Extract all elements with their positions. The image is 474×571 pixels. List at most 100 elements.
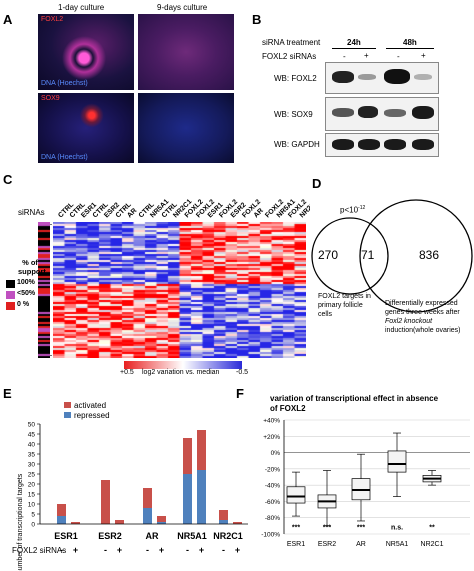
sirna-sign: - <box>222 545 225 555</box>
scale-left: +0.5 <box>120 369 134 376</box>
chart-title-line2: of FOXL2 <box>270 404 306 413</box>
group-label: NR5A1 <box>177 531 207 541</box>
group-label: ESR1 <box>54 531 78 541</box>
panel-letter-e: E <box>3 386 12 401</box>
y-tick-label: 30 <box>28 462 36 469</box>
band <box>332 139 354 150</box>
venn-left-caption: FOXL2 targets in primary follicle cells <box>318 292 371 319</box>
venn-right-caption: Differentially expressed genes three wee… <box>385 299 460 335</box>
stain-label-sox9: SOX9 <box>41 95 60 102</box>
band <box>358 139 380 150</box>
venn-left-circle <box>311 217 389 295</box>
y-tick-label: -20% <box>265 466 280 473</box>
sirna-sign: - <box>104 545 107 555</box>
y-tick-label: 20 <box>28 482 36 489</box>
category-label: NR2C1 <box>421 541 444 548</box>
dna-label-top: DNA (Hoechst) <box>41 80 88 87</box>
sirna-sign: - <box>146 545 149 555</box>
scale-mid: log2 variation vs. median <box>142 369 220 376</box>
sign-24h-plus: + <box>364 51 369 60</box>
sirna-sign: + <box>117 545 122 555</box>
bar-repressed <box>183 474 192 524</box>
y-tick-label: 5 <box>31 512 35 519</box>
sign-48h-plus: + <box>421 51 426 60</box>
y-tick-label: -100% <box>261 532 280 539</box>
p-value-exponent: -12 <box>358 205 366 211</box>
bar-activated <box>157 516 166 522</box>
significance-label: *** <box>323 524 331 531</box>
y-axis-label: number of transcriptional targets <box>17 473 24 571</box>
foxl2-sirnas-label: FOXL2 siRNAs <box>262 52 317 61</box>
y-tick-label: 0 <box>31 522 35 529</box>
sirna-treatment-label: siRNA treatment <box>262 38 321 47</box>
legend-swatch-repressed <box>64 412 71 418</box>
bar-repressed <box>219 520 228 524</box>
caption-line: genes three weeks after <box>385 309 460 316</box>
box <box>286 486 306 504</box>
support-swatch-0 <box>6 302 15 310</box>
color-scale-bar <box>124 361 242 369</box>
blot-sox9 <box>325 97 439 131</box>
venn-right-count: 836 <box>419 248 440 262</box>
band <box>332 71 354 83</box>
band <box>358 106 378 118</box>
sirna-sign: - <box>60 545 63 555</box>
venn-right-circle <box>359 199 473 313</box>
venn-overlap-count: 71 <box>361 248 375 262</box>
blot-label-gapdh: WB: GAPDH <box>274 140 320 149</box>
y-tick-label: 40 <box>28 442 36 449</box>
support-canvas <box>38 222 50 358</box>
col-label-9day: 9-days culture <box>157 3 208 12</box>
legend-label-activated: activated <box>74 401 106 410</box>
blot-label-sox9: WB: SOX9 <box>274 110 313 119</box>
panel-letter-d: D <box>312 176 322 191</box>
bar-repressed <box>143 508 152 524</box>
sirna-sign: + <box>199 545 204 555</box>
chart-title-line1: variation of transcriptional effect in a… <box>270 394 439 403</box>
band <box>332 108 354 117</box>
y-tick-label: 50 <box>28 422 36 429</box>
col-label-1day: 1-day culture <box>58 3 105 12</box>
band <box>358 74 376 80</box>
band <box>414 74 432 80</box>
panel-e-chart: number of transcriptional targets 0 5 10 15… <box>12 401 248 571</box>
y-tick-label: 35 <box>28 452 36 459</box>
venn-left-count: 270 <box>318 248 339 262</box>
sign-48h-minus: - <box>397 52 400 61</box>
bar-activated <box>101 480 110 524</box>
caption-line: cells <box>318 311 333 318</box>
bar-activated <box>197 430 206 470</box>
divider-48h <box>386 48 434 49</box>
y-tick-label: 10 <box>28 502 36 509</box>
sirnas-row-label: siRNAs <box>18 208 45 217</box>
p-value: p<10-12 <box>340 205 365 215</box>
time-48h: 48h <box>403 38 417 47</box>
band <box>384 109 406 117</box>
dna-label-bottom: DNA (Hoechst) <box>41 154 88 161</box>
foxl2-sirnas-row-label: FOXL2 siRNAs <box>12 546 66 555</box>
band <box>384 69 410 84</box>
support-swatch-50 <box>6 291 15 299</box>
heatmap-column-label: NR2C1 <box>299 198 310 219</box>
bar-activated <box>115 520 124 524</box>
heatmap-canvas <box>53 222 306 358</box>
sirna-sign: + <box>73 545 78 555</box>
panel-letter-f: F <box>236 386 244 401</box>
group-label: AR <box>146 531 159 541</box>
support-bar <box>38 222 50 358</box>
panel-letter-c: C <box>3 172 13 187</box>
blot-gapdh <box>325 133 439 157</box>
bar-activated <box>233 522 242 524</box>
category-label: NR5A1 <box>386 541 409 548</box>
time-24h: 24h <box>347 38 361 47</box>
legend-swatch-activated <box>64 402 71 408</box>
band <box>412 139 434 150</box>
panel-f-chart: variation of transcriptional effect in a… <box>261 394 470 548</box>
category-label: AR <box>356 541 366 548</box>
significance-label: *** <box>292 524 300 531</box>
heatmap <box>53 222 306 358</box>
caption-line: FOXL2 targets in <box>318 293 371 300</box>
stain-label-foxl2: FOXL2 <box>41 16 64 23</box>
sign-24h-minus: - <box>343 52 346 61</box>
